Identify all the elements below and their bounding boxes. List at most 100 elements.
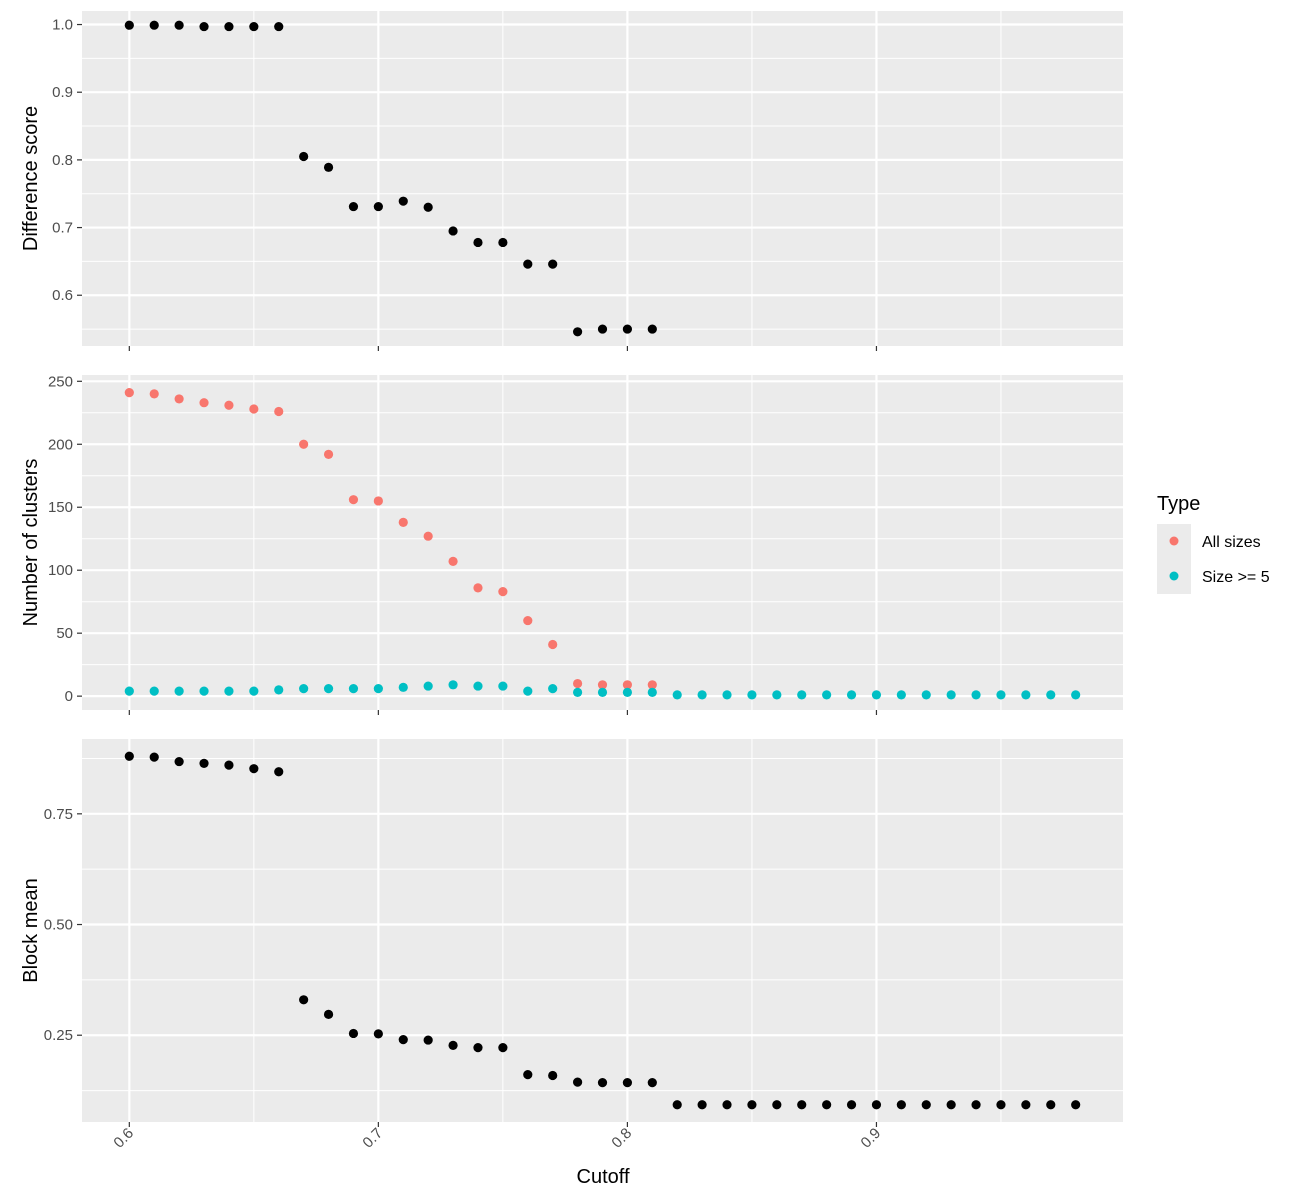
data-point [423,531,433,541]
panel-background [82,11,1123,346]
x-axis-title: Cutoff [577,1166,630,1188]
data-point [199,686,209,696]
data-point [348,495,359,505]
panel-background [82,375,1123,710]
legend-label-all-sizes: All sizes [1202,534,1261,551]
data-point [299,151,309,162]
data-point [647,324,657,334]
data-point [323,1009,334,1020]
data-point [124,20,134,30]
data-point [373,201,383,212]
data-point [348,201,359,212]
data-point [149,752,159,762]
data-point [548,259,558,269]
data-point [597,324,608,334]
y-tick-label: 250 [48,373,73,390]
data-point [473,1043,483,1053]
data-point [373,496,383,506]
legend-key-all-sizes [1169,536,1179,546]
y-tick-label: 150 [48,499,73,516]
data-point [473,583,483,593]
data-point [597,1077,608,1088]
data-point [523,686,533,696]
data-point [971,690,981,700]
data-point [946,690,956,700]
data-point [1046,1100,1056,1110]
data-point [199,21,209,32]
data-point [896,1100,906,1110]
data-point [548,1070,558,1081]
panels-layer: 0.6 0.7 0.8 0.9 1.0 Difference score 0 50 100 150… [20,11,1123,1152]
data-point [672,690,682,700]
y-tick-label: 100 [48,562,73,579]
x-tick-label: 0.7 [359,1125,386,1152]
panel-1: 0.6 0.7 0.8 0.9 1.0 Difference score [20,11,1123,351]
x-tick-label: 0.8 [608,1125,635,1152]
data-point [722,1100,732,1110]
data-point [523,1070,533,1080]
data-point [971,1100,981,1110]
data-point [572,1077,583,1087]
data-point [797,1100,807,1110]
data-point [548,683,558,694]
data-point [672,1100,682,1110]
data-point [822,690,832,700]
data-point [323,683,334,694]
data-point [697,690,707,700]
data-point [946,1100,956,1110]
legend-label-size-ge-5: Size >= 5 [1202,569,1270,586]
data-point [473,681,483,691]
data-point [772,1100,782,1110]
data-point [597,680,608,690]
data-point [622,1077,633,1088]
data-point [274,767,284,777]
data-point [473,237,483,248]
data-point [398,196,408,206]
data-point [124,686,134,696]
data-point [846,1100,857,1110]
data-point [423,1035,433,1045]
data-point [373,1029,383,1039]
data-point [249,404,259,414]
y-tick-label: 0.7 [52,220,73,237]
data-point [1021,690,1031,700]
data-point [921,1100,931,1110]
legend-title: Type [1157,493,1200,515]
data-point [149,389,159,399]
data-point [398,1035,408,1045]
data-point [448,556,458,566]
data-point [797,690,807,700]
y-tick-label: 0.8 [52,152,73,169]
data-point [174,394,184,404]
series-1-points [124,751,1081,1110]
series-1-points [124,20,657,337]
panel-2: 0 50 100 150 200 250 Number of clusters [20,373,1123,715]
x-tick-label: 0.9 [858,1125,885,1152]
data-point [423,202,433,212]
data-point [249,686,259,696]
data-point [249,764,259,774]
data-point [772,690,782,700]
data-point [523,259,533,269]
data-point [448,1040,458,1050]
y-tick-label: 0.25 [44,1027,73,1044]
data-point [124,388,134,398]
y-tick-label: 0.50 [44,917,73,934]
data-point [1021,1100,1031,1110]
y-tick-label: 0.75 [44,806,73,823]
data-point [423,681,433,691]
data-point [398,682,408,692]
data-point [996,690,1006,700]
data-point [647,1077,657,1088]
panel-3: 0.25 0.50 0.75 Block mean 0.6 0.7 0.8 0.9 [20,739,1123,1152]
data-point [274,406,284,417]
y-axis-title: Number of clusters [20,459,42,627]
data-point [448,680,458,690]
data-point [597,687,608,697]
series-2-points [124,680,1081,700]
data-point [572,687,583,697]
data-point [323,162,334,172]
data-point [348,683,359,694]
data-point [871,690,882,700]
